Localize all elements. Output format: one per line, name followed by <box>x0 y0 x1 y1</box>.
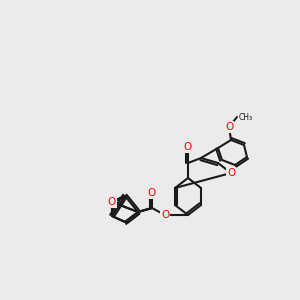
Text: O: O <box>184 142 192 152</box>
Text: O: O <box>148 188 156 198</box>
Text: O: O <box>161 210 169 220</box>
Text: O: O <box>108 197 116 207</box>
Text: O: O <box>227 168 235 178</box>
Text: CH₃: CH₃ <box>239 112 253 122</box>
Text: O: O <box>225 122 233 132</box>
